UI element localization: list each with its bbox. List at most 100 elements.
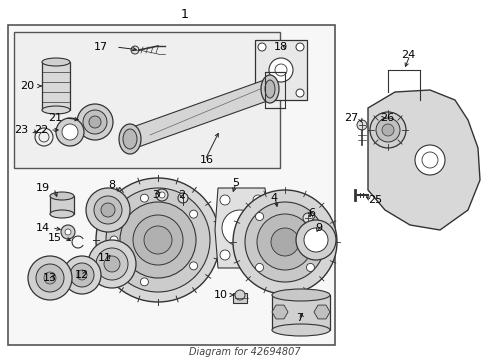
Circle shape — [28, 256, 72, 300]
Circle shape — [65, 229, 71, 235]
Bar — [265, 72, 285, 108]
Circle shape — [253, 250, 263, 260]
Circle shape — [190, 210, 197, 218]
Ellipse shape — [50, 192, 74, 200]
Text: 22: 22 — [34, 125, 48, 135]
Text: 1: 1 — [181, 8, 189, 21]
Circle shape — [306, 264, 315, 271]
Circle shape — [106, 188, 210, 292]
Text: 13: 13 — [43, 273, 57, 283]
Circle shape — [83, 110, 107, 134]
Circle shape — [63, 256, 101, 294]
Ellipse shape — [42, 58, 70, 66]
Text: 11: 11 — [98, 253, 112, 263]
Circle shape — [141, 194, 148, 202]
Polygon shape — [215, 188, 268, 268]
Circle shape — [86, 188, 130, 232]
Circle shape — [56, 118, 84, 146]
Circle shape — [382, 124, 394, 136]
Bar — [50, 196, 74, 214]
Circle shape — [233, 190, 337, 294]
Circle shape — [190, 262, 197, 270]
Ellipse shape — [272, 289, 330, 301]
Text: 3: 3 — [152, 190, 160, 200]
Ellipse shape — [272, 324, 330, 336]
Circle shape — [304, 228, 328, 252]
Circle shape — [357, 120, 367, 130]
Circle shape — [110, 236, 118, 244]
Bar — [255, 40, 307, 100]
Text: 4: 4 — [270, 193, 277, 203]
Text: 5: 5 — [232, 178, 239, 188]
Circle shape — [77, 104, 113, 140]
Circle shape — [235, 290, 245, 300]
Circle shape — [256, 212, 264, 221]
Circle shape — [77, 270, 87, 280]
Circle shape — [306, 212, 315, 221]
Circle shape — [131, 46, 139, 54]
Circle shape — [156, 189, 168, 201]
Circle shape — [101, 203, 115, 217]
Text: 25: 25 — [368, 195, 382, 205]
Text: 10: 10 — [214, 290, 228, 300]
Text: 14: 14 — [36, 223, 50, 233]
Text: Diagram for 42694807: Diagram for 42694807 — [189, 347, 301, 357]
Circle shape — [141, 278, 148, 286]
Circle shape — [220, 250, 230, 260]
Text: 27: 27 — [344, 113, 358, 123]
Text: 6: 6 — [308, 208, 315, 218]
Text: 17: 17 — [94, 42, 108, 52]
Bar — [233, 293, 247, 303]
Text: 2: 2 — [178, 190, 185, 200]
Bar — [14, 32, 280, 168]
Ellipse shape — [261, 75, 279, 103]
Circle shape — [44, 272, 56, 284]
Circle shape — [94, 196, 122, 224]
Circle shape — [88, 240, 136, 288]
Text: 12: 12 — [75, 270, 89, 280]
Bar — [42, 62, 70, 110]
Polygon shape — [272, 305, 288, 319]
Ellipse shape — [265, 80, 275, 98]
Circle shape — [258, 43, 266, 51]
Circle shape — [296, 220, 336, 260]
Circle shape — [303, 213, 313, 223]
Circle shape — [120, 202, 196, 278]
Text: 19: 19 — [36, 183, 50, 193]
Circle shape — [269, 58, 293, 82]
Circle shape — [253, 195, 263, 205]
Circle shape — [62, 124, 78, 140]
Text: 7: 7 — [296, 313, 304, 323]
Text: 15: 15 — [48, 233, 62, 243]
Circle shape — [220, 195, 230, 205]
Bar — [272, 295, 330, 330]
Circle shape — [415, 145, 445, 175]
Text: 21: 21 — [48, 113, 62, 123]
Circle shape — [133, 215, 183, 265]
Polygon shape — [314, 305, 330, 319]
Circle shape — [245, 202, 325, 282]
Circle shape — [104, 256, 120, 272]
Circle shape — [258, 89, 266, 97]
Text: 26: 26 — [380, 113, 394, 123]
Ellipse shape — [119, 124, 141, 154]
Circle shape — [61, 225, 75, 239]
Text: 8: 8 — [108, 180, 115, 190]
Circle shape — [376, 118, 400, 142]
Bar — [8, 25, 335, 345]
Circle shape — [178, 193, 188, 203]
Circle shape — [257, 214, 313, 270]
Circle shape — [422, 152, 438, 168]
Text: 9: 9 — [315, 223, 322, 233]
Polygon shape — [130, 78, 270, 150]
Ellipse shape — [50, 210, 74, 218]
Polygon shape — [368, 90, 480, 230]
Circle shape — [256, 264, 264, 271]
Text: 20: 20 — [20, 81, 34, 91]
Circle shape — [275, 64, 287, 76]
Text: 23: 23 — [14, 125, 28, 135]
Ellipse shape — [42, 106, 70, 114]
Text: 24: 24 — [401, 50, 415, 60]
Circle shape — [296, 43, 304, 51]
Circle shape — [144, 226, 172, 254]
